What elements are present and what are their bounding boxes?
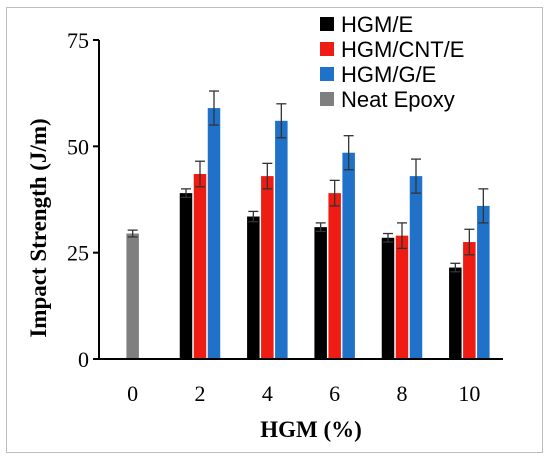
y-tick-label: 75 [67,28,89,53]
x-tick-label: 4 [262,381,273,406]
y-tick-label: 0 [78,347,89,372]
bars-layer [126,90,490,360]
bar [395,235,409,359]
bar [381,237,395,359]
tick-labels: 0 25 50 75 0 2 4 6 8 10 [67,28,480,406]
y-tick-label: 25 [67,241,89,266]
x-axis-title: HGM (%) [260,417,362,442]
bar [207,108,221,359]
chart-frame [6,7,543,453]
legend-label: HGM/CNT/E [341,37,464,62]
legend-swatch [320,92,334,106]
bar [314,227,327,359]
x-tick-label: 2 [195,381,206,406]
bar [275,120,288,360]
x-tick-label: 10 [458,381,480,406]
legend-swatch [320,17,334,31]
bar [193,173,207,359]
bar [328,193,341,359]
legend-swatch [320,42,334,56]
y-tick-label: 50 [67,134,89,159]
bar [179,193,193,359]
legend-label: Neat Epoxy [341,87,455,112]
bar [409,176,423,359]
x-tick-label: 6 [329,381,340,406]
legend-label: HGM/E [341,12,413,37]
x-tick-label: 8 [397,381,408,406]
bar [477,205,490,359]
y-axis-title: Impact Strength (J/m) [26,118,51,337]
bar [463,242,476,359]
axes [98,40,503,360]
bar [449,267,462,359]
x-tick-label: 0 [127,381,138,406]
bar [126,233,139,359]
legend-label: HGM/G/E [341,62,436,87]
bar [261,176,274,359]
bar [342,152,355,359]
bar [247,216,260,359]
legend-swatch [320,67,334,81]
